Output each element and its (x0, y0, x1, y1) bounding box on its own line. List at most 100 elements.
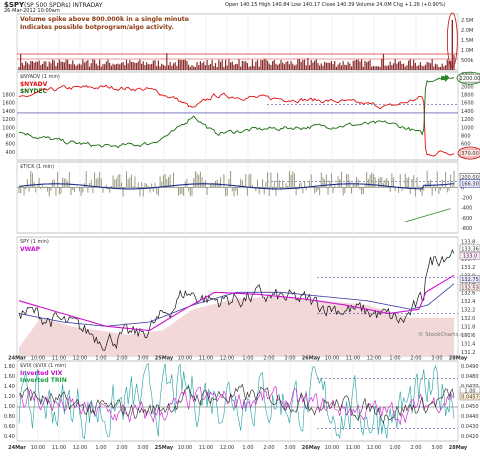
x-axis-label: 12:00 (220, 356, 234, 362)
price-moving-average (18, 283, 455, 327)
vix-ytick-left: 0.60 (4, 424, 15, 430)
x-axis-label: 24Mar (8, 356, 26, 362)
nyadv-value-label: 2200.00 (460, 76, 480, 82)
breadth-ytick-left: 1200 (2, 117, 15, 123)
vix-ytick-left: 0.80 (4, 414, 15, 420)
nyadv-highlight-ellipse (456, 71, 480, 85)
x-axis-label: 11:00 (346, 356, 360, 362)
legend-vwap: VWAP (20, 246, 41, 253)
breadth-ytick-left: 1400 (2, 109, 15, 115)
vix-black-line (18, 383, 455, 424)
x-axis-label-bottom: 11:00 (52, 445, 66, 451)
breadth-ytick-left: 1600 (2, 101, 15, 107)
x-axis-label-bottom: 2:00 (410, 445, 421, 451)
x-axis-label: 3:00 (431, 356, 442, 362)
vix-ytick-right: 0.0490 (461, 364, 479, 370)
x-axis-label-bottom: 3:00 (284, 445, 295, 451)
inverted-vix-line (18, 386, 455, 425)
x-axis-label-bottom: 3:00 (431, 445, 442, 451)
x-axis-label: 28May (449, 356, 468, 362)
nyadv-line (18, 84, 455, 157)
tick-ytick: -400 (461, 206, 472, 212)
symbol-label: $SPY (4, 1, 25, 9)
nydec-line (18, 75, 455, 149)
tick-value-box-2 (459, 179, 480, 188)
volume-ytick: 500k (461, 58, 474, 64)
chart-date: 26-Mar-2012 10:00am (4, 8, 60, 14)
breadth-ytick-right: 1000 (461, 125, 474, 131)
x-axis-label: 11:00 (199, 356, 213, 362)
breadth-ytick-right: 1200 (461, 117, 474, 123)
vix-value-label-2: 0.0457 (461, 395, 479, 401)
price-ytick: 131.6 (461, 333, 475, 339)
annotation-line-2: Indicates possible botprogram/algo activ… (20, 24, 174, 31)
tick-value-label-1: 200.00 (461, 175, 479, 181)
volume-ytick: 2.0M (461, 28, 473, 34)
vix-ytick-right: 0.0430 (461, 424, 479, 430)
volume-panel (16, 13, 459, 71)
vix-ytick-left: 1.00 (4, 404, 15, 410)
breadth-ytick-left: 400 (5, 150, 15, 156)
vix-value-label-1: 1.00 (464, 389, 475, 395)
vix-ytick-left: 1.80 (4, 364, 15, 370)
x-axis-label-bottom: 1:00 (389, 445, 400, 451)
ohlc-readout: Open 140.15 High 140.84 Low 140.17 Close… (225, 2, 446, 8)
green-arrow-icon (441, 74, 449, 83)
legend-nyadv: $NYADV (20, 81, 48, 88)
breadth-ytick-left: 1800 (2, 93, 15, 99)
breadth-ytick-right: 2000 (461, 84, 474, 90)
watermark: © StockCharts.com (418, 331, 472, 338)
vix-ytick-right: 0.0440 (461, 414, 479, 420)
x-axis-label-bottom: 10:00 (31, 445, 45, 451)
vix-value-box-2 (459, 392, 480, 401)
nydec-value-label: 370.00 (461, 151, 479, 157)
x-axis-label-bottom: 10:00 (178, 445, 192, 451)
tick-ytick: -200 (461, 196, 472, 202)
x-axis-label: 25May (155, 356, 174, 362)
chart-header: $SPY (SP 500 SPDRs) INTRADAY 26-Mar-2012… (0, 0, 480, 14)
x-axis-label: 2:00 (410, 356, 421, 362)
spike-highlight-ellipse (446, 12, 458, 68)
price-value-label: 132.75 (461, 277, 479, 283)
legend-inverted-vix: Inverted VIX (20, 370, 63, 377)
x-axis-label: 10:00 (31, 356, 45, 362)
vix-ytick-right: 0.0480 (461, 374, 479, 380)
breadth-panel-title: $NYADV (1 min) (20, 74, 60, 80)
x-axis-label: 1:00 (389, 356, 400, 362)
nydec-highlight-ellipse (457, 146, 480, 160)
x-axis-label-bottom: 28May (449, 445, 468, 451)
x-axis-label-bottom: 24Mar (8, 445, 26, 451)
x-axis-label: 10:00 (325, 356, 339, 362)
x-axis-label-bottom: 1:00 (95, 445, 106, 451)
price-value-box (459, 283, 480, 292)
tick-ytick: 0 (461, 185, 464, 191)
x-axis-label-bottom: 12:00 (220, 445, 234, 451)
x-axis-label: 1:00 (95, 356, 106, 362)
x-axis-label: 2:00 (263, 356, 274, 362)
vwap-line (18, 274, 455, 331)
price-value-box (459, 244, 480, 253)
x-axis-label-bottom: 11:00 (346, 445, 360, 451)
x-axis-label-bottom: 11:00 (199, 445, 213, 451)
price-value-box (459, 251, 480, 260)
tick-panel-title: $TICK (1 min) (20, 164, 54, 170)
volume-ytick: 2.5M (461, 18, 473, 24)
tick-moving-average (18, 183, 455, 190)
vix-panel-title: $VIX ($VIX (1 min) (20, 363, 66, 369)
breadth-ytick-right: 800 (461, 133, 471, 139)
breadth-ytick-right: 1600 (461, 101, 474, 107)
price-value-label: 133.0 (463, 254, 477, 260)
x-axis-label: 2:00 (116, 356, 127, 362)
x-axis-label-bottom: 10:00 (325, 445, 339, 451)
x-axis-label: 3:00 (284, 356, 295, 362)
breadth-ytick-right: 1400 (461, 109, 474, 115)
annotation-line-1: Volume spike above 800.000k in a single … (20, 16, 189, 23)
breadth-ytick-right: 600 (461, 142, 471, 148)
tick-value-label-2: 166.30 (461, 181, 479, 187)
breadth-ytick-left: 600 (5, 142, 15, 148)
x-axis-label-bottom: 2:00 (116, 445, 127, 451)
x-axis-label-bottom: 12:00 (367, 445, 381, 451)
x-axis-label: 1:00 (242, 356, 253, 362)
price-value-label: 133.36 (461, 246, 479, 252)
tick-ytick: -600 (461, 216, 472, 222)
